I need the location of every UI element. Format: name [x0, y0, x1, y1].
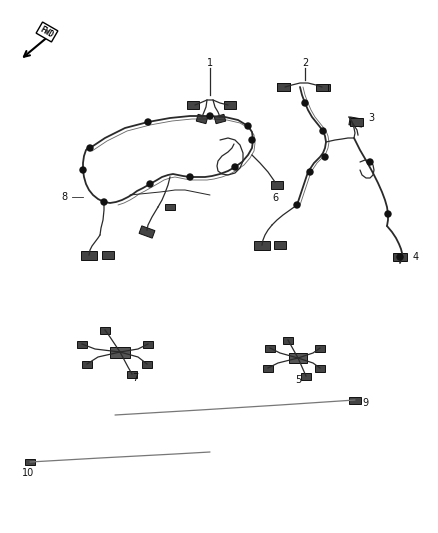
Bar	[393, 253, 407, 261]
Bar	[214, 114, 226, 124]
Circle shape	[245, 123, 251, 129]
Text: 10: 10	[22, 468, 34, 478]
Circle shape	[367, 159, 373, 165]
Bar	[25, 459, 35, 465]
Text: 5: 5	[295, 375, 301, 385]
Circle shape	[207, 113, 213, 119]
Bar	[349, 117, 363, 127]
Bar	[315, 365, 325, 372]
Bar	[142, 360, 152, 367]
Text: 6: 6	[272, 193, 278, 203]
Bar	[316, 84, 328, 91]
Bar	[82, 360, 92, 367]
Bar	[102, 251, 114, 259]
Bar	[77, 341, 87, 348]
Circle shape	[294, 202, 300, 208]
Circle shape	[322, 154, 328, 160]
Circle shape	[187, 174, 193, 180]
Bar	[394, 253, 406, 261]
Circle shape	[101, 199, 107, 205]
Text: 2: 2	[302, 58, 308, 68]
Circle shape	[147, 181, 153, 187]
Circle shape	[302, 100, 308, 106]
Bar	[349, 397, 361, 403]
Text: 8: 8	[62, 192, 68, 202]
Circle shape	[320, 128, 326, 134]
Bar	[143, 341, 153, 348]
Bar	[187, 101, 199, 109]
Circle shape	[385, 211, 391, 217]
Bar	[165, 204, 175, 210]
Bar	[196, 114, 208, 124]
Text: 3: 3	[368, 113, 374, 123]
Bar	[283, 336, 293, 343]
Text: 9: 9	[362, 398, 368, 408]
Bar	[276, 83, 290, 91]
Bar	[289, 353, 307, 363]
Circle shape	[145, 119, 151, 125]
Text: FWD: FWD	[39, 25, 55, 39]
Bar	[139, 226, 155, 238]
Bar	[224, 101, 236, 109]
Bar	[271, 181, 283, 189]
Bar	[81, 251, 97, 260]
Circle shape	[249, 137, 255, 143]
Text: 7: 7	[132, 373, 138, 383]
Bar	[265, 344, 275, 351]
Bar	[318, 84, 329, 91]
Bar	[276, 83, 290, 91]
Circle shape	[87, 145, 93, 151]
Bar	[274, 241, 286, 249]
Bar	[263, 365, 273, 372]
Text: 1: 1	[207, 58, 213, 68]
Bar	[254, 240, 270, 249]
Circle shape	[232, 164, 238, 170]
Circle shape	[397, 254, 403, 260]
Circle shape	[80, 167, 86, 173]
Bar	[100, 327, 110, 334]
Circle shape	[307, 169, 313, 175]
Bar	[315, 344, 325, 351]
Text: 4: 4	[413, 252, 419, 262]
Bar	[350, 118, 363, 126]
Bar	[127, 370, 137, 377]
Bar	[110, 346, 130, 358]
Bar	[301, 373, 311, 379]
